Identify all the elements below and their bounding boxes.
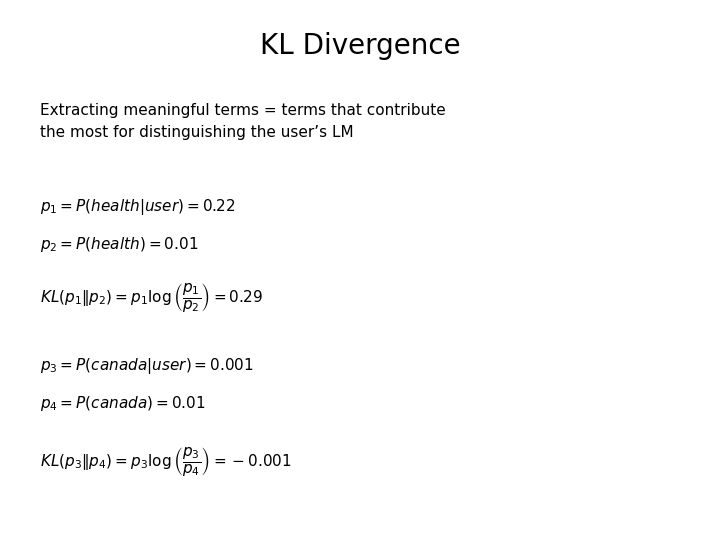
Text: $p_1 = P(health|user) = 0.22$: $p_1 = P(health|user) = 0.22$ xyxy=(40,197,235,217)
Text: $p_2 = P(health) = 0.01$: $p_2 = P(health) = 0.01$ xyxy=(40,235,198,254)
Text: $KL(p_3\|p_4) = p_3 \log\left(\dfrac{p_3}{p_4}\right) = -0.001$: $KL(p_3\|p_4) = p_3 \log\left(\dfrac{p_3… xyxy=(40,446,292,478)
Text: KL Divergence: KL Divergence xyxy=(260,32,460,60)
Text: $p_3 = P(canada|user) = 0.001$: $p_3 = P(canada|user) = 0.001$ xyxy=(40,356,253,376)
Text: $p_4 = P(canada) = 0.01$: $p_4 = P(canada) = 0.01$ xyxy=(40,394,205,413)
Text: Extracting meaningful terms = terms that contribute
the most for distinguishing : Extracting meaningful terms = terms that… xyxy=(40,103,446,140)
Text: $KL(p_1\|p_2) = p_1 \log\left(\dfrac{p_1}{p_2}\right) = 0.29$: $KL(p_1\|p_2) = p_1 \log\left(\dfrac{p_1… xyxy=(40,281,262,314)
